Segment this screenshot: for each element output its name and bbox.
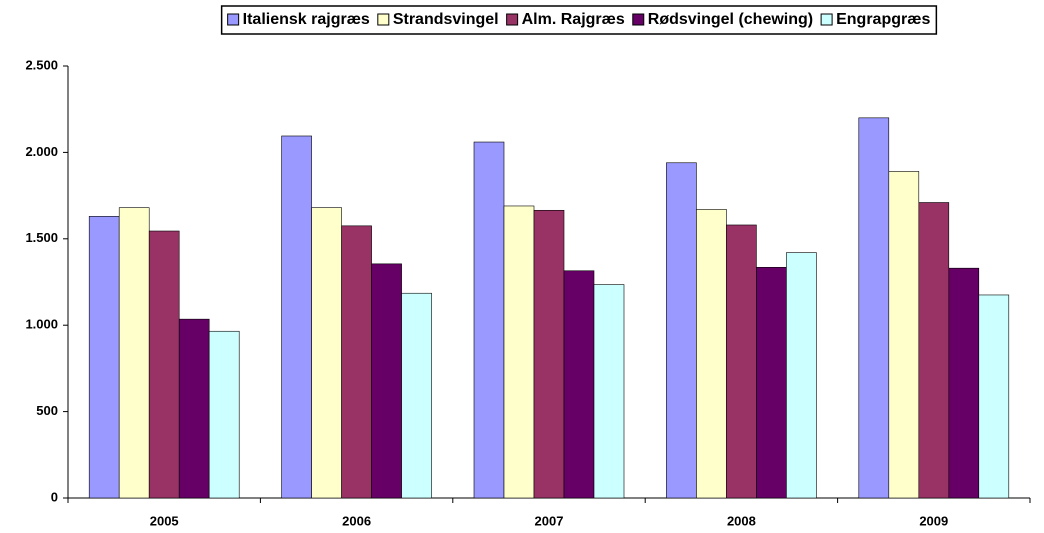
x-tick-label: 2005 bbox=[150, 513, 179, 528]
bar bbox=[178, 318, 210, 499]
bar bbox=[88, 216, 120, 499]
bar bbox=[756, 267, 787, 499]
y-tick-label: 1.000 bbox=[25, 317, 58, 332]
bar bbox=[341, 225, 372, 499]
legend-label: Rødsvingel (chewing) bbox=[648, 11, 813, 28]
bar bbox=[786, 252, 817, 499]
y-tick-label: 2.000 bbox=[25, 144, 58, 159]
bar bbox=[726, 224, 757, 499]
bar bbox=[148, 230, 180, 499]
y-tick-label: 0 bbox=[51, 489, 58, 504]
legend-swatch bbox=[506, 13, 519, 26]
bar bbox=[696, 209, 727, 499]
legend-label: Italiensk rajgræs bbox=[243, 11, 370, 28]
legend-swatch bbox=[820, 13, 833, 26]
bar bbox=[666, 162, 697, 499]
bar bbox=[563, 270, 595, 499]
x-tick-label: 2009 bbox=[919, 513, 948, 528]
legend-box bbox=[220, 5, 938, 35]
bar bbox=[593, 284, 625, 499]
y-tick-label: 500 bbox=[36, 403, 58, 418]
x-tick-label: 2007 bbox=[535, 513, 564, 528]
bar bbox=[978, 294, 1010, 499]
bar bbox=[948, 267, 980, 499]
bar bbox=[118, 207, 150, 499]
bar bbox=[533, 209, 565, 499]
bar bbox=[281, 135, 312, 499]
y-tick-label: 1.500 bbox=[25, 230, 58, 245]
legend-label: Strandsvingel bbox=[393, 11, 499, 28]
legend-swatch bbox=[632, 13, 645, 26]
bar bbox=[503, 205, 535, 499]
legend-swatch bbox=[377, 13, 390, 26]
legend-label: Alm. Rajgræs bbox=[522, 11, 625, 28]
bar bbox=[473, 141, 505, 499]
bar bbox=[918, 202, 950, 499]
x-tick-label: 2006 bbox=[342, 513, 371, 528]
bar bbox=[208, 330, 240, 499]
bar bbox=[888, 171, 920, 499]
bar bbox=[858, 117, 890, 499]
x-tick-label: 2008 bbox=[727, 513, 756, 528]
bar bbox=[371, 263, 402, 499]
legend-label: Engrapgræs bbox=[836, 11, 930, 28]
y-tick-label: 2.500 bbox=[25, 57, 58, 72]
bar bbox=[311, 207, 342, 499]
legend-swatch bbox=[227, 13, 240, 26]
bar bbox=[401, 292, 432, 499]
